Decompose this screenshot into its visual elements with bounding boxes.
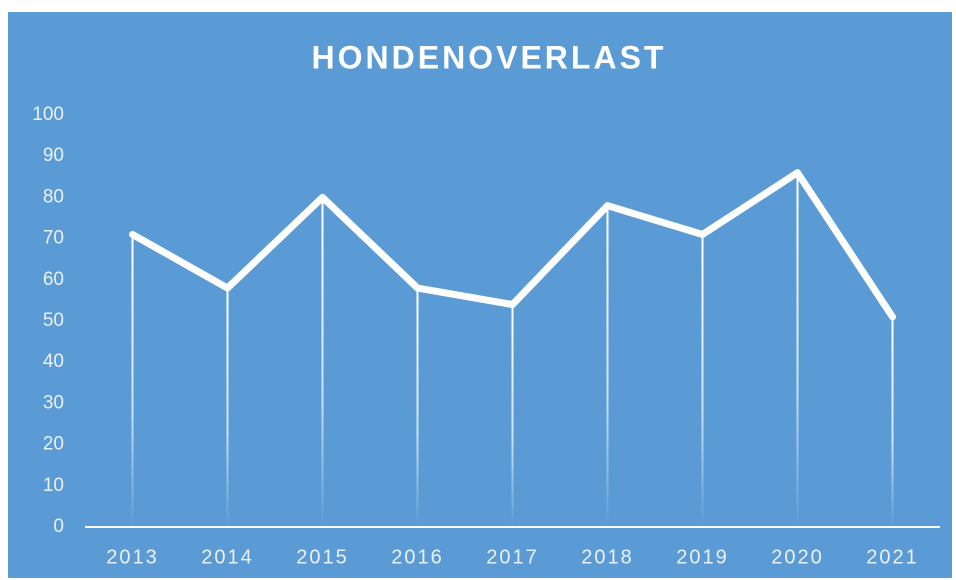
y-tick-label: 70	[43, 228, 64, 249]
x-tick-label: 2018	[581, 546, 634, 568]
y-tick-label: 0	[53, 516, 64, 537]
y-tick-label: 30	[43, 392, 64, 413]
drop-line	[891, 316, 894, 527]
y-tick-label: 60	[43, 269, 64, 290]
drop-line	[226, 288, 229, 527]
chart-background	[8, 12, 952, 578]
x-tick-label: 2016	[391, 546, 444, 568]
data-line	[129, 169, 896, 321]
drop-line	[321, 197, 324, 527]
x-tick-label: 2015	[296, 546, 349, 568]
x-tick-label: 2021	[866, 546, 919, 568]
drop-line	[416, 288, 419, 527]
y-tick-label: 100	[32, 104, 64, 125]
y-tick-label: 50	[43, 310, 64, 331]
x-tick-label: 2020	[771, 546, 824, 568]
y-tick-label: 40	[43, 351, 64, 372]
drop-line	[511, 304, 514, 527]
drop-line	[796, 172, 799, 527]
x-tick-label: 2019	[676, 546, 729, 568]
x-tick-label: 2014	[201, 546, 254, 568]
y-tick-label: 90	[43, 145, 64, 166]
y-tick-label: 80	[43, 186, 64, 207]
y-tick-label: 20	[43, 434, 64, 455]
drop-line	[606, 205, 609, 527]
y-tick-label: 10	[43, 475, 64, 496]
drop-line	[701, 234, 704, 528]
x-tick-label: 2017	[486, 546, 539, 568]
chart-title: HONDENOVERLAST	[312, 39, 667, 75]
x-tick-label: 2013	[106, 546, 159, 568]
drop-line	[131, 234, 134, 528]
